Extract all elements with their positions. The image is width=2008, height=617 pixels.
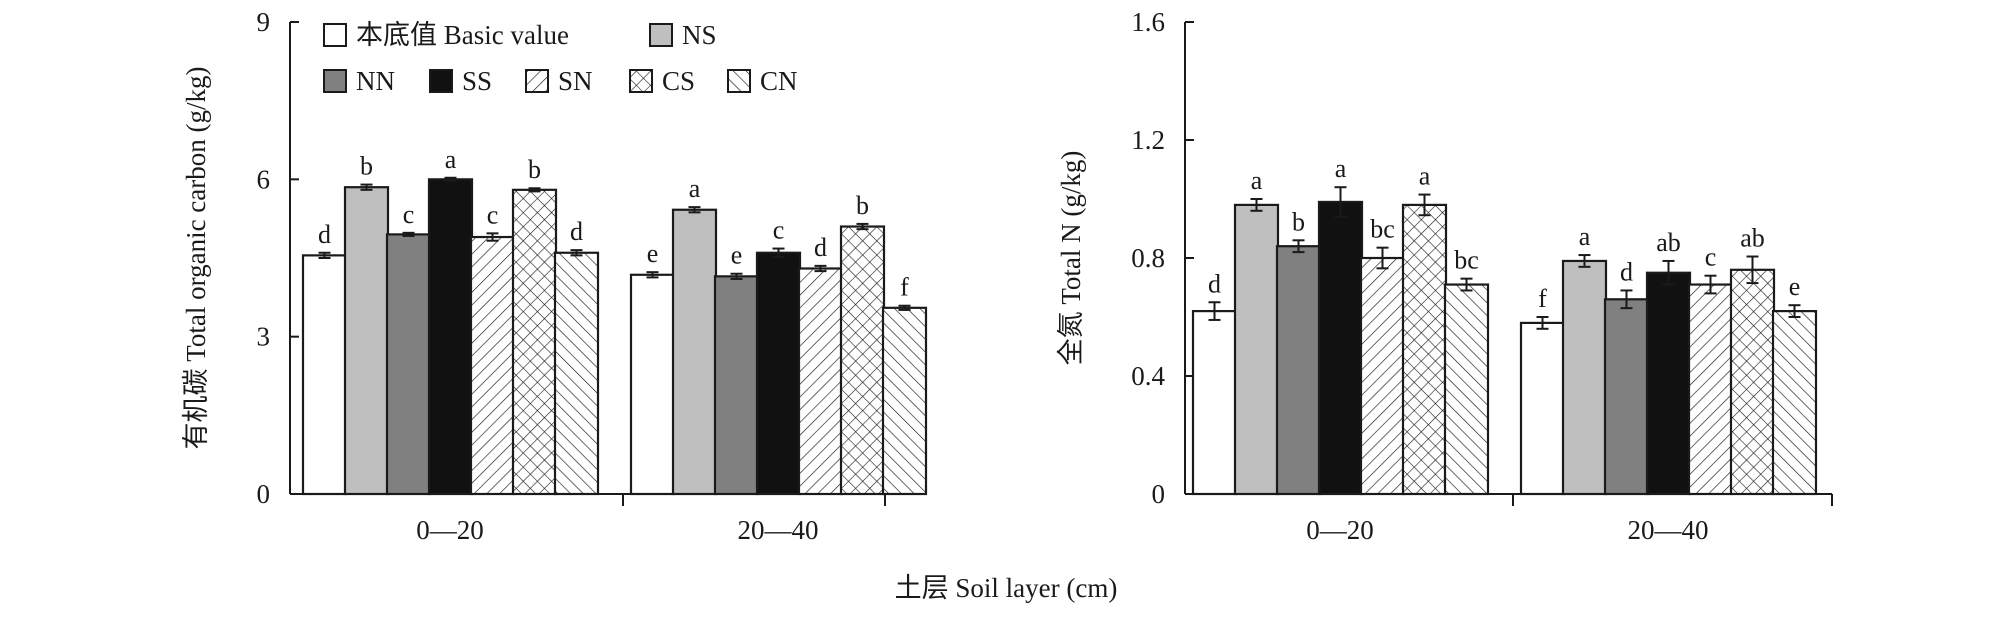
legend-swatch [649,23,673,47]
bar [1401,203,1448,496]
legend-label: NN [356,66,395,96]
legend-label: CN [760,66,798,96]
legend-swatch [629,69,653,93]
bar [511,188,558,496]
significance-label: b [528,155,541,184]
x-tick-label: 20—40 [738,515,819,545]
significance-label: b [360,152,373,181]
x-axis-label: 土层 Soil layer (cm) [895,573,1118,603]
significance-label: a [1579,222,1591,251]
legend-label: SN [558,66,593,96]
significance-label: c [487,200,499,229]
significance-label: ab [1740,224,1765,253]
y-tick-label: 6 [257,164,271,194]
significance-label: b [856,191,869,220]
legend-swatch [525,69,549,93]
bar [469,235,516,496]
y-tick-label: 1.2 [1131,125,1165,155]
significance-label: f [1538,284,1547,313]
legend-label: NS [682,20,717,50]
x-tick-label: 20—40 [1628,515,1709,545]
bar [1729,268,1776,496]
bar [385,233,432,496]
bar [1687,283,1734,496]
legend-swatch [323,23,347,47]
significance-label: f [900,273,909,302]
bar [755,251,802,496]
bar [1603,298,1650,496]
y-tick-label: 0 [1152,479,1166,509]
legend-swatch [429,69,453,93]
x-tick-label: 0—20 [416,515,484,545]
bar [797,267,844,496]
legend-swatch [323,69,347,93]
bar [1645,271,1692,496]
significance-label: d [1620,257,1633,286]
significance-label: d [1208,269,1221,298]
y-axis-label: 全氮 Total N (g/kg) [1056,151,1086,366]
chart-panel-total-n: 0 0.4 0.8 1.2 1.6 0—20 20—40 全氮 Total N (g/kg) d… [1056,7,1833,545]
legend-item: SS [429,66,492,96]
y-tick-label: 0 [257,479,271,509]
y-tick-label: 0.4 [1131,361,1165,391]
bar [629,273,676,496]
legend-label: 本底值 Basic value [356,20,569,50]
y-tick-label: 9 [257,7,271,37]
bar [1317,200,1364,496]
bar [839,225,886,496]
legend: 本底值 Basic value NS NN SS SN CS CN [323,20,798,96]
bar [1561,259,1608,496]
bar [427,178,474,496]
legend-item: CN [727,66,798,96]
significance-label: c [403,200,415,229]
y-axis-label: 有机碳 Total organic carbon (g/kg) [181,66,211,449]
bar [1443,283,1490,496]
significance-label: bc [1454,246,1479,275]
legend-item: 本底值 Basic value [323,20,569,50]
bar [881,306,928,496]
bar [343,186,390,496]
bar [1275,245,1322,496]
significance-label: c [1705,243,1717,272]
bar [1519,321,1566,496]
y-tick-label: 1.6 [1131,7,1165,37]
significance-label: a [1419,162,1431,191]
legend-item: CS [629,66,695,96]
significance-label: d [318,220,331,249]
significance-label: bc [1370,215,1395,244]
legend-swatch [727,69,751,93]
legend-item: SN [525,66,593,96]
chart-panel-organic-carbon: 0 3 6 9 0—20 20—40 有机碳 Total organic carbon (g… [181,7,928,545]
significance-label: a [689,174,701,203]
significance-label: e [1789,272,1801,301]
bar [553,251,600,496]
bar [671,208,718,496]
significance-label: c [773,216,785,245]
significance-label: d [570,217,583,246]
significance-label: a [1335,154,1347,183]
significance-label: d [814,233,827,262]
significance-label: e [647,239,659,268]
bar [301,254,348,496]
significance-label: a [445,145,457,174]
legend-item: NN [323,66,395,96]
significance-label: b [1292,207,1305,236]
legend-label: CS [662,66,695,96]
bar [1771,310,1818,496]
bar [1359,256,1406,496]
bar [1191,310,1238,496]
y-tick-label: 0.8 [1131,243,1165,273]
significance-label: a [1251,166,1263,195]
legend-item: NS [649,20,717,50]
x-tick-label: 0—20 [1306,515,1374,545]
bar [713,275,760,496]
bar [1233,203,1280,496]
significance-label: ab [1656,228,1681,257]
legend-label: SS [462,66,492,96]
y-tick-label: 3 [257,322,271,352]
significance-label: e [731,241,743,270]
